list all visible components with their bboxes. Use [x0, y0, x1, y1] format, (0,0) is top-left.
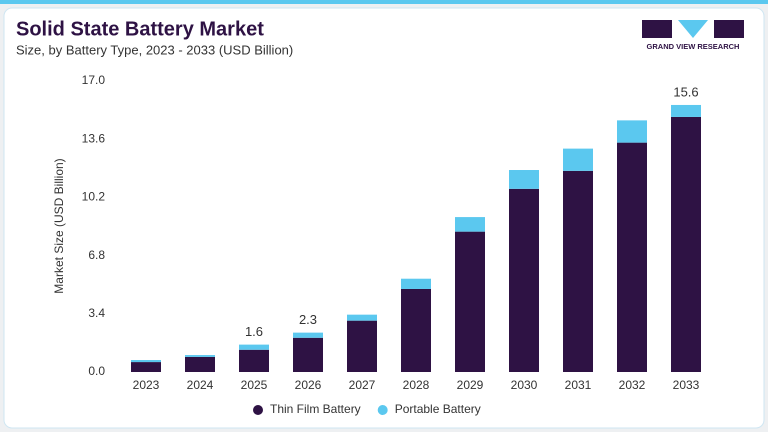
total-label: 1.6	[245, 324, 263, 339]
bar-segment	[455, 231, 485, 372]
bar-segment	[131, 360, 161, 363]
y-tick-label: 10.2	[82, 190, 106, 204]
bar-segment	[509, 188, 539, 372]
bar-segment	[131, 362, 161, 372]
bar-segment	[239, 344, 269, 350]
x-tick-label: 2027	[349, 378, 376, 392]
bar-segment	[293, 332, 323, 338]
bar-segment	[563, 170, 593, 372]
y-axis-label: Market Size (USD Billion)	[52, 158, 66, 293]
chart-subtitle: Size, by Battery Type, 2023 - 2033 (USD …	[16, 42, 293, 57]
bar-segment	[347, 314, 377, 321]
logo: GRAND VIEW RESEARCH	[642, 20, 744, 51]
bar-segment	[185, 356, 215, 372]
bar-segment	[293, 337, 323, 372]
bar-segment	[671, 116, 701, 373]
x-tick-label: 2024	[187, 378, 214, 392]
x-tick-label: 2026	[295, 378, 322, 392]
x-tick-label: 2030	[511, 378, 538, 392]
chart-title: Solid State Battery Market	[16, 18, 264, 40]
bar-segment	[347, 320, 377, 372]
logo-block	[642, 20, 672, 38]
panel	[3, 7, 765, 429]
y-tick-label: 17.0	[82, 73, 106, 87]
bar-segment	[185, 355, 215, 357]
total-label: 15.6	[673, 84, 698, 99]
top-band	[0, 0, 768, 4]
x-tick-label: 2025	[241, 378, 268, 392]
bar-segment	[401, 278, 431, 289]
x-tick-label: 2029	[457, 378, 484, 392]
bar-segment	[401, 288, 431, 372]
bar-segment	[671, 104, 701, 117]
bar-segment	[509, 170, 539, 189]
x-tick-label: 2031	[565, 378, 592, 392]
legend-swatch	[253, 405, 263, 415]
logo-block	[678, 20, 708, 38]
y-tick-label: 6.8	[88, 248, 105, 262]
y-tick-label: 0.0	[88, 364, 105, 378]
x-tick-label: 2032	[619, 378, 646, 392]
x-tick-label: 2023	[133, 378, 160, 392]
bar-segment	[455, 217, 485, 232]
x-tick-label: 2033	[673, 378, 700, 392]
y-tick-label: 3.4	[88, 306, 105, 320]
total-label: 2.3	[299, 312, 317, 327]
brand: GRAND VIEW RESEARCH	[647, 42, 740, 51]
bar-segment	[617, 120, 647, 143]
legend-label: Portable Battery	[395, 402, 481, 416]
logo-block	[714, 20, 744, 38]
x-tick-label: 2028	[403, 378, 430, 392]
bar-segment	[617, 142, 647, 372]
bar-segment	[563, 148, 593, 171]
legend-swatch	[377, 405, 388, 415]
bar-segment	[239, 349, 269, 372]
legend-label: Thin Film Battery	[270, 402, 361, 416]
y-tick-label: 13.6	[82, 131, 106, 145]
